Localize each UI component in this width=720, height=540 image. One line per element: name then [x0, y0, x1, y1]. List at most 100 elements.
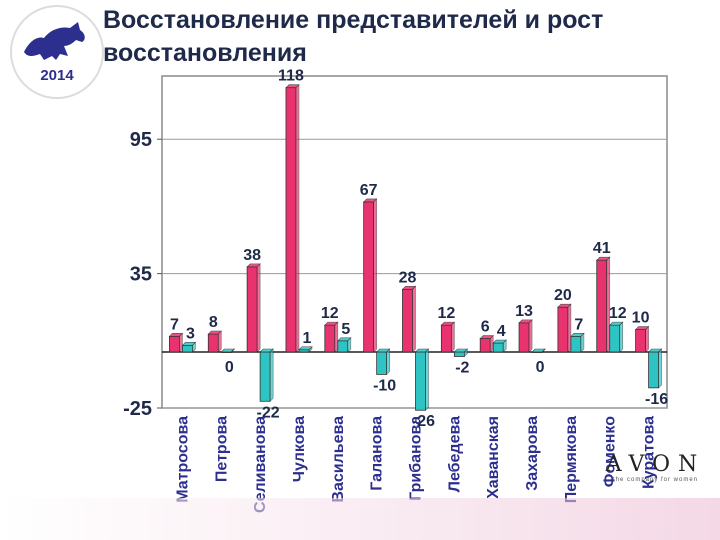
bar-series2-front — [298, 349, 310, 353]
bar-series2-front — [415, 351, 426, 411]
bar-series1-side — [295, 83, 300, 353]
bar-series2-side — [386, 348, 390, 376]
category-label: Петрова — [213, 416, 230, 482]
bar-series2-side — [192, 341, 196, 353]
bar-series1 — [246, 263, 261, 353]
bar-series2 — [570, 332, 585, 353]
category-label: Лебедева — [446, 416, 463, 492]
bar-series1 — [362, 198, 378, 353]
bar-series1 — [168, 332, 184, 353]
data-label: 5 — [341, 321, 350, 338]
bar-series2-side — [269, 348, 274, 403]
data-label: 0 — [225, 359, 234, 376]
data-label: -2 — [455, 359, 469, 376]
bar-series1 — [479, 334, 494, 353]
bar-series1 — [401, 285, 417, 353]
bar-series2 — [337, 337, 352, 353]
bar-series2-front — [609, 324, 621, 353]
data-label: 0 — [536, 359, 545, 376]
data-label: -10 — [373, 377, 396, 394]
bar-series2-front — [492, 342, 504, 353]
bar-series2-front — [337, 340, 349, 353]
bar-series2 — [531, 348, 546, 354]
horse-logo-icon: 2014 — [10, 5, 104, 99]
avon-logo: AVON the company for women — [598, 452, 713, 492]
bar-series2-side — [541, 348, 546, 354]
bar-series2 — [414, 348, 430, 411]
bar-series2 — [453, 348, 469, 358]
bar-series2 — [259, 348, 274, 403]
bar-series2 — [375, 348, 391, 376]
bar-series2-side — [502, 339, 507, 353]
bar-series1-side — [179, 332, 183, 353]
bar-series2-side — [619, 321, 624, 353]
bar-series2-side — [308, 346, 313, 353]
data-label: 3 — [186, 325, 195, 342]
bar-series2 — [220, 348, 235, 354]
page-title: Восстановление представителей и рост вос… — [103, 6, 604, 67]
bar-series1-front — [557, 306, 569, 353]
bar-series2 — [609, 321, 624, 353]
data-label: 118 — [278, 68, 304, 85]
bar-series1 — [596, 256, 611, 353]
category-label: Хаванская — [485, 416, 502, 499]
bar-series1-front — [635, 329, 646, 353]
avon-wordmark: AVON — [605, 452, 706, 477]
data-label: 12 — [437, 305, 455, 322]
bar-series2-side — [464, 348, 468, 358]
data-label: -26 — [412, 413, 435, 430]
bar-series2 — [492, 339, 507, 353]
bar-series1-side — [412, 285, 416, 353]
category-label: Селиванова — [252, 416, 269, 513]
data-label: 67 — [360, 182, 378, 199]
data-label: 10 — [632, 310, 650, 327]
category-label: Матросова — [174, 416, 191, 503]
bar-series1-side — [256, 263, 261, 353]
bar-series1-front — [207, 333, 219, 353]
category-label: Галанова — [369, 416, 386, 491]
y-tick-label: 95 — [130, 129, 152, 151]
data-label: 28 — [399, 269, 417, 286]
data-label: 13 — [515, 303, 533, 320]
bar-series1 — [440, 321, 456, 353]
data-label: 8 — [209, 314, 218, 331]
bar-series1-side — [489, 334, 494, 353]
bar-series2-side — [347, 337, 352, 353]
bar-series2-front — [648, 351, 659, 389]
bar-series1-side — [217, 330, 222, 353]
bar-series1 — [324, 321, 339, 353]
bar-series1-front — [440, 324, 452, 353]
bar-series1 — [285, 83, 300, 353]
bar-series1-side — [645, 325, 649, 353]
y-tick-label: -25 — [123, 398, 152, 420]
bar-series1 — [518, 319, 533, 353]
category-label: Куратова — [641, 416, 658, 489]
bar-series1-front — [285, 87, 297, 353]
data-label: 6 — [481, 319, 490, 336]
bar-series1-front — [518, 322, 530, 353]
bar-series1 — [207, 330, 222, 353]
data-label: 38 — [243, 247, 261, 264]
bar-series1-front — [402, 288, 413, 353]
bar-series1-front — [324, 324, 336, 353]
bar-series2-side — [230, 348, 235, 354]
bar-series2 — [298, 346, 313, 353]
bar-series2-side — [658, 348, 662, 389]
bar-series1-front — [479, 338, 491, 353]
bar-series2-front — [259, 351, 271, 402]
bar-series1-side — [567, 303, 572, 353]
bar-series1 — [634, 325, 650, 353]
data-label: 12 — [321, 305, 339, 322]
bar-series2 — [181, 341, 197, 353]
category-label: Захарова — [524, 416, 541, 491]
plot-area — [161, 75, 668, 409]
bar-series2-side — [580, 332, 585, 353]
data-label: 41 — [593, 240, 611, 257]
data-label: 1 — [303, 330, 312, 347]
bar-series1-side — [528, 319, 533, 353]
data-label: -16 — [645, 391, 668, 408]
bar-series1-side — [451, 321, 455, 353]
bar-series1-side — [373, 198, 377, 353]
logo: 2014 — [0, 0, 110, 108]
